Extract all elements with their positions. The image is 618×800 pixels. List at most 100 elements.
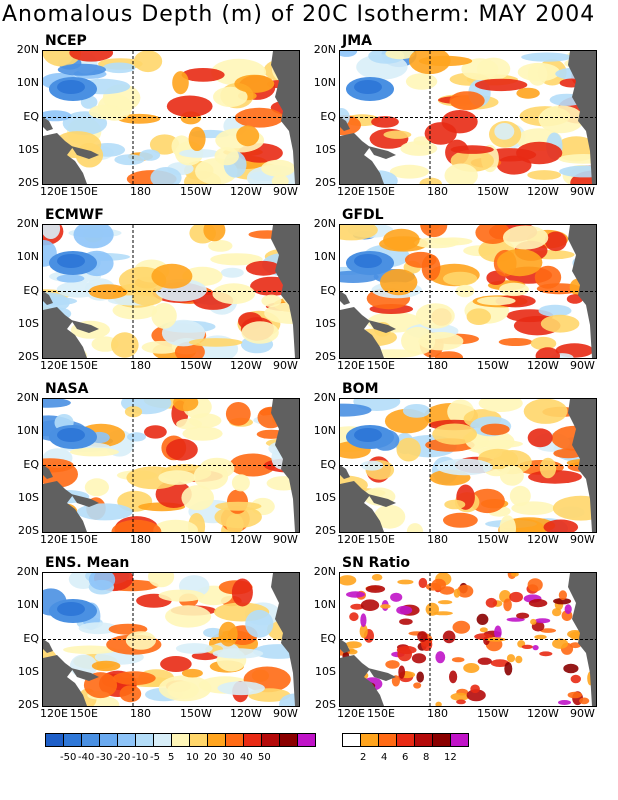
latitude-label: 20N <box>313 43 336 56</box>
colorbar-label: 50 <box>258 752 271 763</box>
anomaly-patch <box>102 62 136 74</box>
anomaly-patch <box>456 584 474 598</box>
anomaly-patch <box>406 523 424 532</box>
anomaly-patch <box>485 597 498 608</box>
latitude-label: 10N <box>313 250 336 264</box>
anomaly-patch <box>182 426 223 441</box>
anomaly-patch <box>203 627 223 638</box>
anomaly-patch <box>420 225 448 238</box>
anomaly-patch <box>527 578 543 592</box>
anomaly-patch <box>436 458 493 476</box>
latitude-label: EQ <box>320 631 336 645</box>
colorbar-swatch <box>208 734 226 746</box>
anomaly-patch <box>474 78 528 92</box>
anomaly-patch <box>371 574 383 581</box>
longitude-label: 120E <box>337 185 365 198</box>
longitude-label: 150W <box>180 707 212 720</box>
anomaly-patch <box>552 638 569 649</box>
anomaly-patch <box>214 147 239 166</box>
anomaly-patch <box>397 579 414 585</box>
panel-title: NASA <box>45 381 89 397</box>
anomaly-patch <box>567 630 583 639</box>
anomaly-patch <box>452 620 471 634</box>
anomaly-patch <box>421 254 441 281</box>
anomaly-patch <box>443 271 478 286</box>
anomaly-patch <box>424 122 457 145</box>
map-panel <box>339 398 597 533</box>
longitude-label: 120E <box>337 533 365 546</box>
anomaly-patch <box>139 149 161 161</box>
longitude-label: 120E <box>40 185 68 198</box>
anomaly-patch <box>380 604 391 609</box>
anomaly-patch <box>540 628 556 633</box>
longitude-label: 150E <box>367 533 395 546</box>
anomaly-patch <box>494 123 515 140</box>
anomaly-patch <box>477 296 516 306</box>
anomaly-patch <box>558 154 596 164</box>
anomaly-patch <box>450 692 470 701</box>
anomaly-patch <box>515 655 523 664</box>
anomaly-patch <box>359 624 368 639</box>
longitude-label: 180 <box>130 707 151 720</box>
anomaly-patch <box>57 63 106 76</box>
anomaly-patch <box>166 95 213 118</box>
anomaly-patch <box>220 267 244 278</box>
anomaly-patch <box>405 73 438 90</box>
latitude-label: 20N <box>16 217 39 230</box>
colorbar-label: 10 <box>186 752 199 763</box>
anomaly-patch <box>245 609 274 638</box>
longitude-label: 150E <box>367 707 395 720</box>
colorbar-label: 12 <box>444 752 457 763</box>
panel-title: NCEP <box>45 33 87 49</box>
cold-anomaly-core <box>57 80 85 94</box>
anomaly-patch <box>172 71 189 95</box>
longitude-label: 120E <box>40 359 68 372</box>
cold-anomaly-core <box>57 428 85 442</box>
anomaly-patch <box>193 463 229 490</box>
colorbar-label: 6 <box>402 752 409 763</box>
anomaly-patch <box>480 423 510 436</box>
anomaly-patch <box>389 164 429 179</box>
anomaly-patch <box>210 253 263 266</box>
longitude-label: 150E <box>367 359 395 372</box>
anomaly-patch <box>509 485 531 507</box>
anomaly-patch <box>521 644 533 649</box>
longitude-label: 120W <box>527 533 559 546</box>
anomaly-patch <box>478 399 523 412</box>
anomaly-patch <box>558 590 567 601</box>
anomaly-patch <box>470 684 480 694</box>
latitude-label: 20S <box>315 350 336 363</box>
anomaly-patch <box>419 177 442 184</box>
anomaly-patch <box>504 662 513 676</box>
anomaly-patch <box>165 605 212 628</box>
longitude-label: 90W <box>570 185 595 198</box>
anomaly-patch <box>69 51 114 62</box>
anomaly-patch <box>527 63 548 86</box>
anomaly-patch <box>132 290 163 306</box>
anomaly-patch <box>540 314 580 333</box>
colorbar-label: 5 <box>168 752 175 763</box>
anomaly-patch <box>469 488 505 514</box>
anomaly-patch <box>56 274 85 283</box>
anomaly-patch <box>516 87 540 99</box>
longitude-label: 120E <box>40 533 68 546</box>
anomaly-patch <box>534 634 547 640</box>
map-panel <box>339 50 597 185</box>
latitude-label: 10S <box>18 316 39 330</box>
anomaly-patch <box>435 651 446 664</box>
anomaly-patch <box>415 303 455 329</box>
colorbar-swatch <box>46 734 64 746</box>
colorbar-swatch <box>118 734 136 746</box>
anomaly-patch <box>521 52 572 62</box>
anomaly-patch <box>399 618 413 625</box>
anomaly-patch <box>466 308 491 325</box>
anomaly-patch <box>569 642 581 649</box>
anomaly-patch <box>73 225 114 249</box>
anomaly-patch <box>385 660 400 669</box>
colorbar-swatch <box>415 734 433 746</box>
colorbar-swatch <box>361 734 379 746</box>
anomaly-patch <box>166 438 198 461</box>
anomaly-patch <box>534 265 562 289</box>
anomaly-patch <box>261 294 282 307</box>
anomaly-patch <box>466 689 486 702</box>
